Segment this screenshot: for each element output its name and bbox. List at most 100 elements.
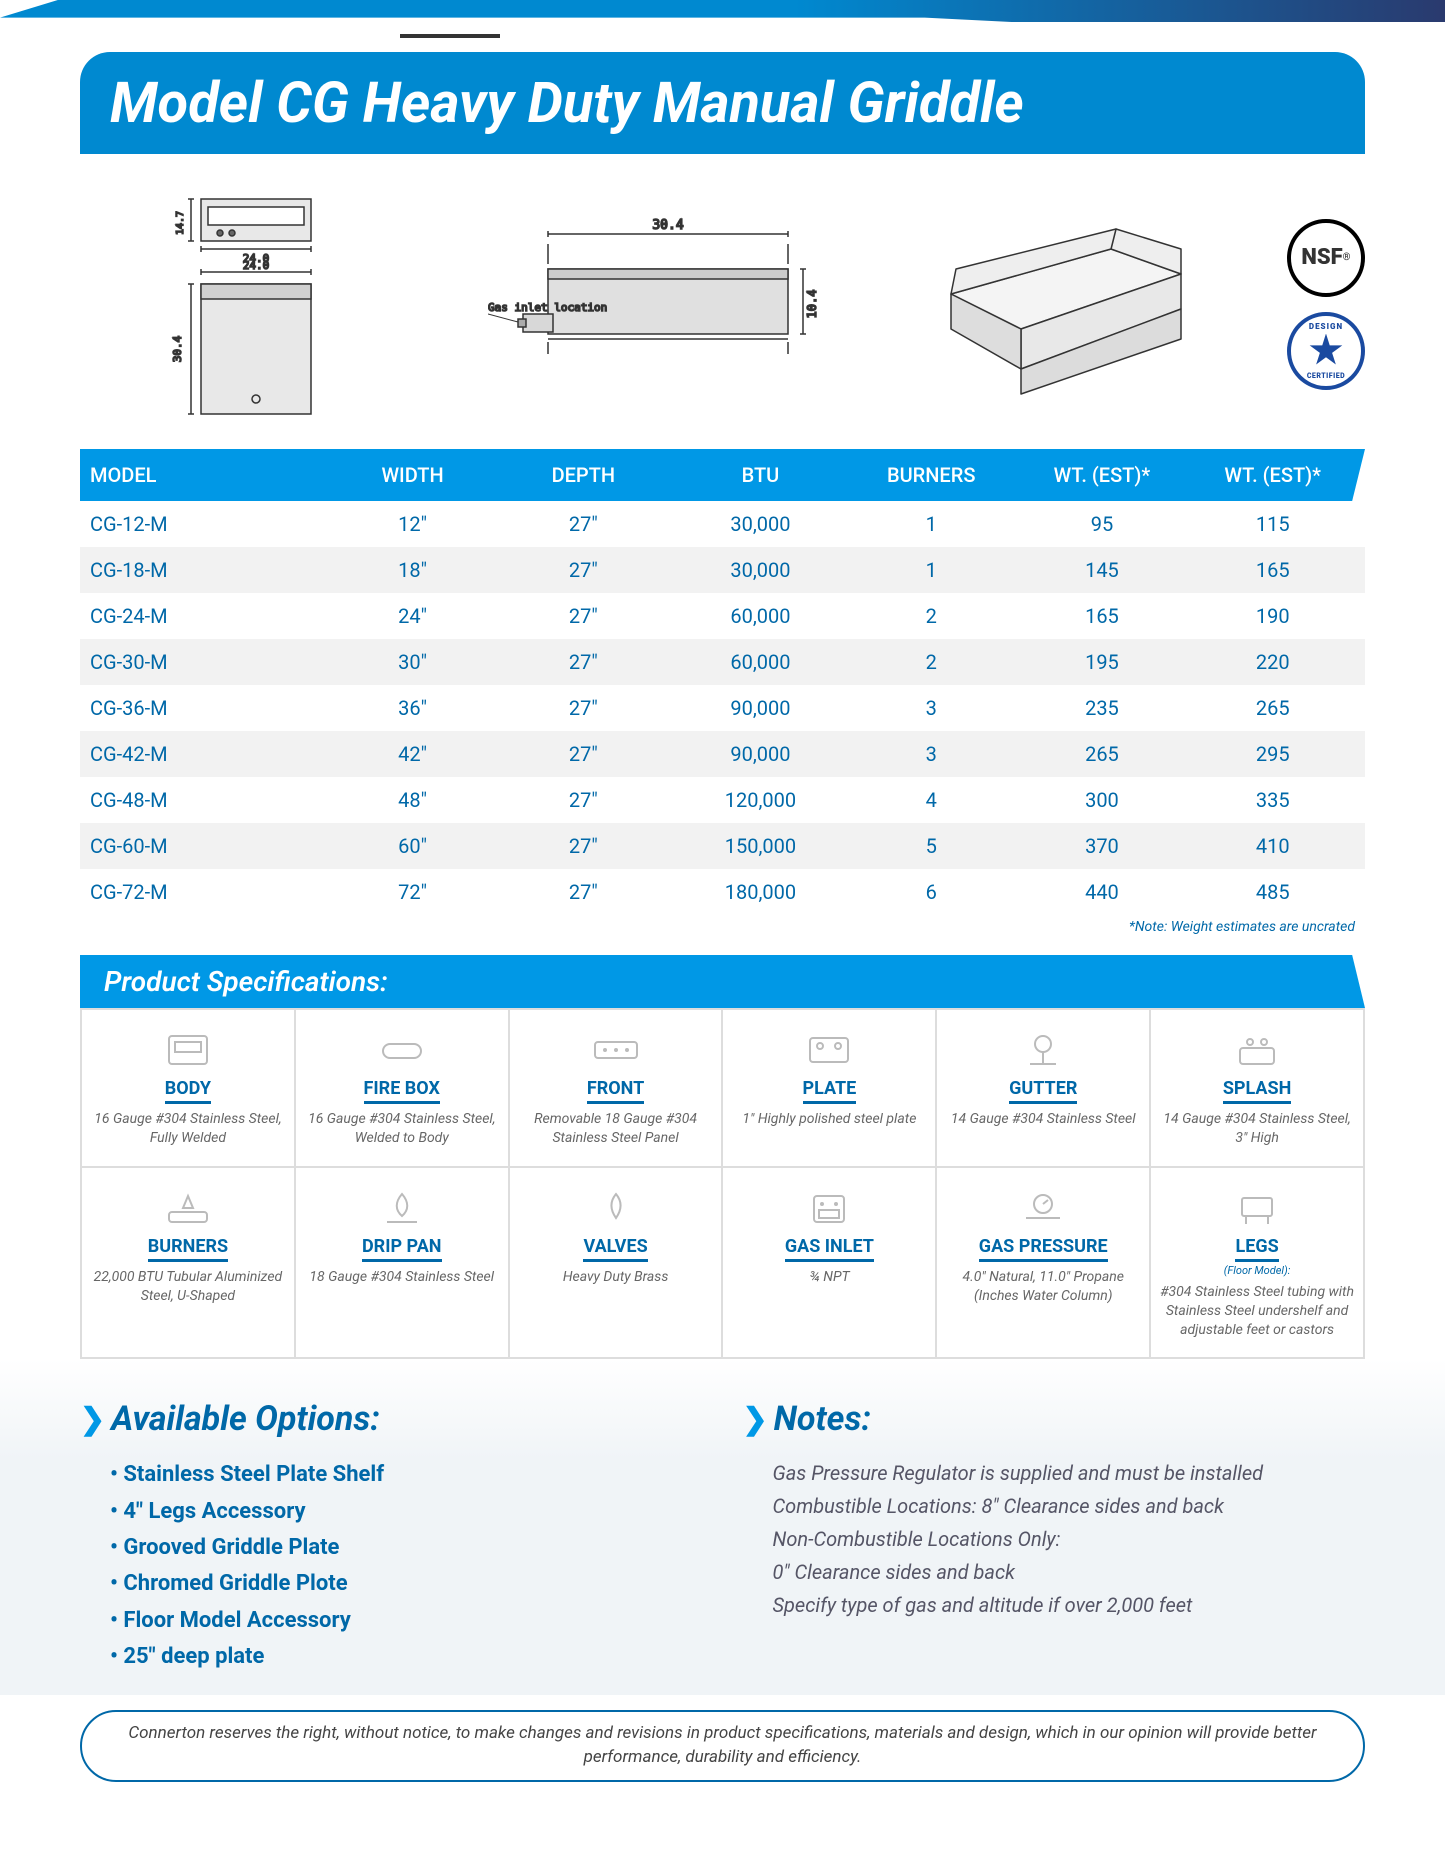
svg-text:Gas inlet location: Gas inlet location bbox=[488, 301, 607, 314]
spec-desc: 4.0" Natural, 11.0" Propane (Inches Wate… bbox=[945, 1268, 1141, 1306]
note-item: Gas Pressure Regulator is supplied and m… bbox=[773, 1457, 1366, 1490]
spec-cell: SPLASH 14 Gauge #304 Stainless Steel, 3" … bbox=[1150, 1009, 1364, 1167]
spec-title: GUTTER bbox=[1009, 1078, 1077, 1104]
diagram-top-front: 24.0 14.7 24.0 30.4 bbox=[80, 189, 432, 419]
certification-badges: NSF® DESIGN CERTIFIED bbox=[1287, 219, 1365, 390]
spec-title: SPLASH bbox=[1223, 1078, 1291, 1104]
spec-cell: FRONT Removable 18 Gauge #304 Stainless S… bbox=[509, 1009, 723, 1167]
option-item: 4" Legs Accessory bbox=[110, 1494, 703, 1530]
spec-icon bbox=[1229, 1028, 1285, 1072]
table-footnote: *Note: Weight estimates are uncrated bbox=[80, 915, 1365, 955]
spec-table-header: MODEL WIDTH DEPTH BTU BURNERS WT. (EST)*… bbox=[80, 449, 1365, 501]
spec-desc: 18 Gauge #304 Stainless Steel bbox=[309, 1268, 494, 1287]
nsf-badge: NSF® bbox=[1287, 219, 1365, 297]
spec-title: GAS PRESSURE bbox=[979, 1236, 1108, 1262]
note-item: Specify type of gas and altitude if over… bbox=[773, 1589, 1366, 1622]
spec-title: FRONT bbox=[587, 1078, 644, 1104]
spec-desc: ¾ NPT bbox=[809, 1268, 849, 1287]
spec-title: FIRE BOX bbox=[364, 1078, 440, 1104]
spec-desc: 1" Highly polished steel plate bbox=[742, 1110, 916, 1129]
page-title: Model CG Heavy Duty Manual Griddle bbox=[80, 52, 1365, 154]
spec-title: VALVES bbox=[583, 1236, 647, 1262]
spec-title: DRIP PAN bbox=[362, 1236, 442, 1262]
available-options: Available Options: Stainless Steel Plate… bbox=[80, 1399, 703, 1675]
spec-cell: BODY 16 Gauge #304 Stainless Steel, Fully… bbox=[81, 1009, 295, 1167]
spec-grid: BODY 16 Gauge #304 Stainless Steel, Fully… bbox=[80, 1008, 1365, 1359]
spec-desc: 14 Gauge #304 Stainless Steel bbox=[951, 1110, 1136, 1129]
col-model: MODEL bbox=[90, 463, 330, 487]
svg-text:30.4: 30.4 bbox=[653, 218, 684, 233]
table-row: CG-48-M48"27"120,0004300335 bbox=[80, 777, 1365, 823]
spec-cell: GAS PRESSURE 4.0" Natural, 11.0" Propane … bbox=[936, 1167, 1150, 1359]
option-item: Grooved Griddle Plate bbox=[110, 1530, 703, 1566]
diagrams-row: 24.0 14.7 24.0 30.4 30.4 bbox=[0, 164, 1445, 449]
spec-desc: 22,000 BTU Tubular Aluminized Steel, U-S… bbox=[90, 1268, 286, 1306]
spec-icon bbox=[160, 1186, 216, 1230]
options-header: Available Options: bbox=[80, 1399, 703, 1439]
spec-icon bbox=[1229, 1186, 1285, 1230]
col-wt2: WT. (EST)* bbox=[1191, 463, 1355, 487]
spec-title: PLATE bbox=[803, 1078, 857, 1104]
spec-icon bbox=[1015, 1186, 1071, 1230]
spec-icon bbox=[801, 1028, 857, 1072]
spec-cell: VALVES Heavy Duty Brass bbox=[509, 1167, 723, 1359]
spec-cell: PLATE 1" Highly polished steel plate bbox=[722, 1009, 936, 1167]
col-wt1: WT. (EST)* bbox=[1013, 463, 1190, 487]
spec-cell: GUTTER 14 Gauge #304 Stainless Steel bbox=[936, 1009, 1150, 1167]
table-row: CG-36-M36"27"90,0003235265 bbox=[80, 685, 1365, 731]
spec-icon bbox=[588, 1186, 644, 1230]
table-row: CG-12-M12"27"30,000195115 bbox=[80, 501, 1365, 547]
spec-icon bbox=[160, 1028, 216, 1072]
svg-text:14.7: 14.7 bbox=[175, 211, 186, 235]
spec-icon bbox=[588, 1028, 644, 1072]
table-row: CG-60-M60"27"150,0005370410 bbox=[80, 823, 1365, 869]
col-width: WIDTH bbox=[330, 463, 494, 487]
spec-cell: GAS INLET ¾ NPT bbox=[722, 1167, 936, 1359]
options-list: Stainless Steel Plate Shelf4" Legs Acces… bbox=[80, 1457, 703, 1675]
note-item: Combustible Locations: 8" Clearance side… bbox=[773, 1490, 1366, 1523]
notes-section: Notes: Gas Pressure Regulator is supplie… bbox=[743, 1399, 1366, 1675]
top-accent-bar bbox=[0, 0, 1445, 22]
spec-icon bbox=[1015, 1028, 1071, 1072]
spec-cell: FIRE BOX 16 Gauge #304 Stainless Steel, W… bbox=[295, 1009, 509, 1167]
spec-cell: BURNERS 22,000 BTU Tubular Aluminized Ste… bbox=[81, 1167, 295, 1359]
spec-desc: 16 Gauge #304 Stainless Steel, Fully Wel… bbox=[90, 1110, 286, 1148]
spec-table-body: CG-12-M12"27"30,000195115CG-18-M18"27"30… bbox=[80, 501, 1365, 915]
svg-text:24.0: 24.0 bbox=[243, 259, 270, 272]
spec-subtitle: (Floor Model): bbox=[1224, 1264, 1291, 1277]
spec-title: BURNERS bbox=[148, 1236, 228, 1262]
spec-desc: #304 Stainless Steel tubing with Stainle… bbox=[1159, 1283, 1355, 1340]
disclaimer: Connerton reserves the right, without no… bbox=[80, 1710, 1365, 1782]
diagram-iso bbox=[885, 209, 1237, 399]
col-depth: DEPTH bbox=[495, 463, 672, 487]
table-row: CG-18-M18"27"30,0001145165 bbox=[80, 547, 1365, 593]
notes-header: Notes: bbox=[743, 1399, 1366, 1439]
spec-desc: 16 Gauge #304 Stainless Steel, Welded to… bbox=[304, 1110, 500, 1148]
col-btu: BTU bbox=[672, 463, 849, 487]
notes-list: Gas Pressure Regulator is supplied and m… bbox=[743, 1457, 1366, 1622]
option-item: 25" deep plate bbox=[110, 1639, 703, 1675]
table-row: CG-72-M72"27"180,0006440485 bbox=[80, 869, 1365, 915]
spec-cell: LEGS (Floor Model): #304 Stainless Steel t… bbox=[1150, 1167, 1364, 1359]
spec-icon bbox=[374, 1028, 430, 1072]
spec-desc: 14 Gauge #304 Stainless Steel, 3" High bbox=[1159, 1110, 1355, 1148]
spec-desc: Heavy Duty Brass bbox=[563, 1268, 669, 1287]
svg-text:30.4: 30.4 bbox=[171, 335, 184, 362]
col-burners: BURNERS bbox=[849, 463, 1013, 487]
spec-cell: DRIP PAN 18 Gauge #304 Stainless Steel bbox=[295, 1167, 509, 1359]
option-item: Stainless Steel Plate Shelf bbox=[110, 1457, 703, 1493]
table-row: CG-42-M42"27"90,0003265295 bbox=[80, 731, 1365, 777]
table-row: CG-24-M24"27"60,0002165190 bbox=[80, 593, 1365, 639]
spec-icon bbox=[801, 1186, 857, 1230]
spec-title: BODY bbox=[165, 1078, 211, 1104]
table-row: CG-30-M30"27"60,0002195220 bbox=[80, 639, 1365, 685]
spec-title: LEGS bbox=[1235, 1236, 1278, 1262]
diagram-side: 30.4 Gas inlet location 10.4 bbox=[482, 214, 834, 394]
note-item: 0" Clearance sides and back bbox=[773, 1556, 1366, 1589]
svg-text:10.4: 10.4 bbox=[805, 290, 819, 319]
note-item: Non-Combustible Locations Only: bbox=[773, 1523, 1366, 1556]
option-item: Floor Model Accessory bbox=[110, 1603, 703, 1639]
design-certified-badge: DESIGN CERTIFIED bbox=[1287, 312, 1365, 390]
spec-title: GAS INLET bbox=[785, 1236, 874, 1262]
spec-desc: Removable 18 Gauge #304 Stainless Steel … bbox=[518, 1110, 714, 1148]
